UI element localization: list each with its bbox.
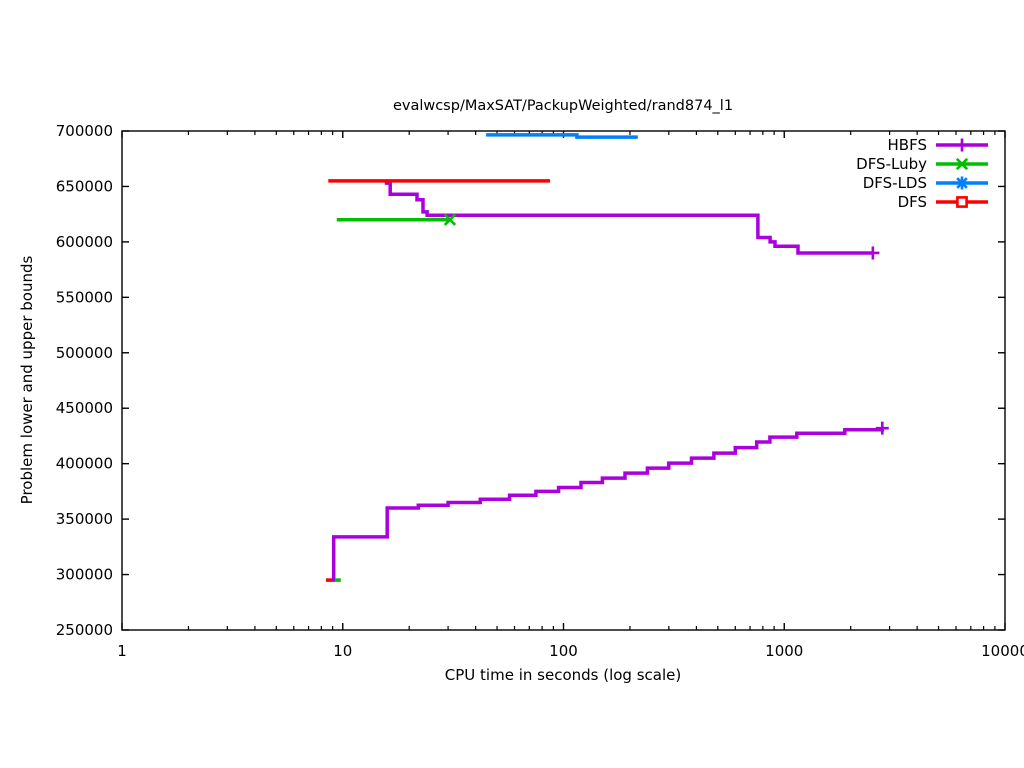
y-tick-label: 350000	[56, 510, 113, 528]
legend-item-dfs: DFS	[898, 193, 988, 211]
y-tick-label: 650000	[56, 177, 113, 195]
y-tick-label: 700000	[56, 122, 113, 140]
x-axis-label: CPU time in seconds (log scale)	[445, 666, 681, 684]
y-tick-label: 500000	[56, 344, 113, 362]
series-hbfs-upper-bound-end-marker	[866, 246, 880, 260]
legend-label-dfs-lds: DFS-LDS	[863, 174, 927, 192]
legend-label-dfs: DFS	[898, 193, 927, 211]
plot-border	[121, 130, 1006, 631]
series-hbfs-lower-bound-line	[330, 428, 885, 582]
legend-marker-dfs	[956, 196, 968, 208]
x-tick-label: 10	[333, 642, 352, 660]
y-tick-label: 550000	[56, 288, 113, 306]
y-tick-label: 400000	[56, 455, 113, 473]
data-series	[326, 133, 889, 582]
y-tick-label: 600000	[56, 233, 113, 251]
y-axis-label: Problem lower and upper bounds	[18, 256, 36, 505]
legend-item-hbfs: HBFS	[888, 136, 988, 154]
chart-title: evalwcsp/MaxSAT/PackupWeighted/rand874_l…	[393, 98, 733, 114]
x-tick-label: 1	[117, 642, 127, 660]
legend-item-dfs-lds: DFS-LDS	[863, 174, 988, 192]
legend-label-hbfs: HBFS	[888, 136, 927, 154]
legend-marker-hbfs	[955, 138, 969, 152]
legend-label-dfs-luby: DFS-Luby	[856, 155, 927, 173]
series-dfs-luby-upper-bound-end-marker	[443, 213, 457, 226]
series-dfs-lds-upper-bound-line	[486, 133, 638, 139]
y-tick-label: 450000	[56, 399, 113, 417]
plot-border-rect	[121, 130, 1006, 631]
axes: 1 10 100 1000 10000 250000 300000 350000 400000 4…	[56, 122, 1024, 660]
x-tick-label: 100	[549, 642, 578, 660]
x-tick-label: 1000	[765, 642, 803, 660]
legend-item-dfs-luby: DFS-Luby	[856, 155, 988, 173]
series-hbfs-upper-bound-line	[384, 181, 873, 255]
y-tick-label: 300000	[56, 566, 113, 584]
x-tick-label: 10000	[981, 642, 1024, 660]
legend-marker-dfs-lds	[956, 177, 968, 189]
series-hbfs-lower-bound-end-marker	[875, 421, 889, 435]
y-tick-label: 250000	[56, 621, 113, 639]
legend-marker-dfs-luby	[955, 157, 969, 171]
